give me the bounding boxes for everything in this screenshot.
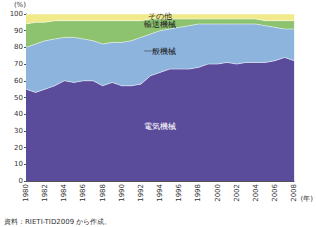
svg-text:20: 20	[14, 144, 23, 152]
svg-text:10: 10	[14, 160, 23, 168]
svg-text:100: 100	[10, 10, 23, 18]
svg-text:1986: 1986	[79, 183, 87, 201]
svg-text:2008: 2008	[290, 184, 298, 202]
svg-text:1980: 1980	[22, 184, 30, 202]
svg-text:90: 90	[14, 27, 23, 35]
svg-text:1984: 1984	[60, 183, 68, 201]
svg-text:1988: 1988	[99, 184, 107, 202]
svg-text:(%): (%)	[14, 1, 26, 9]
svg-text:30: 30	[14, 127, 23, 135]
svg-text:50: 50	[14, 94, 23, 102]
svg-text:2002: 2002	[233, 184, 241, 202]
svg-text:1996: 1996	[175, 183, 183, 201]
svg-text:(年): (年)	[301, 195, 314, 203]
svg-text:70: 70	[14, 60, 23, 68]
svg-text:2000: 2000	[214, 184, 222, 202]
svg-text:その他: その他	[148, 12, 172, 21]
svg-text:2006: 2006	[271, 183, 279, 201]
svg-text:2004: 2004	[252, 183, 260, 201]
svg-text:1992: 1992	[137, 184, 145, 202]
svg-text:1998: 1998	[194, 184, 202, 202]
svg-text:資料：RIETI-TID2009 から作成。: 資料：RIETI-TID2009 から作成。	[4, 218, 111, 226]
svg-text:0: 0	[19, 177, 23, 185]
svg-text:1990: 1990	[118, 184, 126, 202]
svg-text:60: 60	[14, 77, 23, 85]
svg-text:1982: 1982	[41, 184, 49, 202]
svg-text:輸送機械: 輸送機械	[144, 20, 176, 29]
svg-text:一般機械: 一般機械	[144, 47, 176, 56]
svg-text:電気機械: 電気機械	[144, 122, 176, 131]
svg-text:80: 80	[14, 43, 23, 51]
svg-text:40: 40	[14, 110, 23, 118]
svg-text:1994: 1994	[156, 183, 164, 201]
